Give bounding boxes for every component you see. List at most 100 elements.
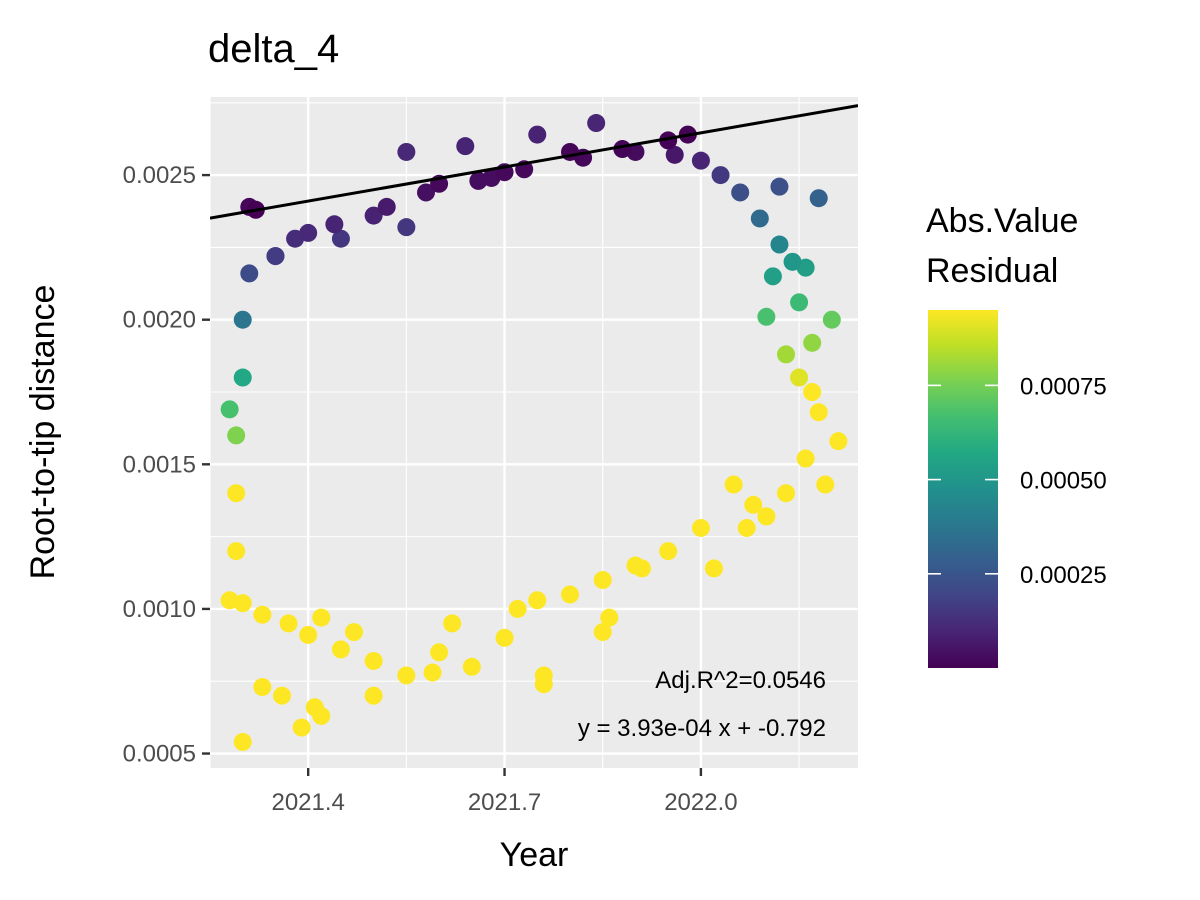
- data-point: [561, 585, 579, 604]
- data-point: [417, 183, 435, 202]
- y-axis: 0.0005 0.0010 0.0015 0.0020 0.0025: [123, 162, 210, 768]
- y-tick-label: 0.0015: [123, 451, 196, 478]
- data-point: [809, 189, 828, 208]
- data-point: [508, 599, 527, 618]
- data-point: [364, 651, 383, 670]
- data-point: [456, 137, 475, 156]
- chart-title: delta_4: [208, 27, 339, 71]
- data-point: [777, 345, 795, 364]
- colorbar-ticks: 0.00025 0.00050 0.00075: [928, 373, 1107, 589]
- data-point: [763, 267, 782, 286]
- data-point: [325, 215, 344, 234]
- data-point: [292, 718, 311, 737]
- data-point: [345, 623, 363, 642]
- data-point: [731, 183, 750, 202]
- data-point: [253, 605, 272, 624]
- data-point: [528, 591, 547, 610]
- colorbar-tick-label: 0.00075: [1020, 373, 1107, 400]
- data-point: [377, 197, 396, 216]
- data-point: [783, 252, 802, 271]
- data-point: [744, 495, 763, 514]
- plot-panel: [210, 97, 858, 768]
- legend-title-line1: Abs.Value: [926, 202, 1078, 240]
- x-tick-label: 2021.7: [468, 789, 541, 816]
- data-point: [790, 293, 809, 312]
- data-point: [364, 206, 383, 225]
- data-point: [495, 628, 514, 647]
- data-point: [809, 403, 828, 422]
- regression-line: [210, 104, 858, 220]
- data-point: [397, 218, 416, 237]
- data-point: [626, 556, 645, 575]
- y-tick-label: 0.0010: [123, 596, 196, 623]
- data-point: [233, 732, 252, 751]
- data-point: [724, 475, 743, 494]
- data-point: [227, 426, 246, 445]
- scatter-points: [220, 114, 848, 751]
- data-point: [757, 307, 776, 326]
- data-point: [829, 432, 848, 451]
- x-tick-label: 2022.0: [664, 789, 737, 816]
- data-point: [462, 657, 481, 676]
- data-point: [233, 368, 252, 387]
- data-point: [397, 666, 416, 685]
- data-point: [423, 663, 442, 682]
- data-point: [534, 666, 553, 685]
- x-tick-label: 2021.4: [271, 789, 344, 816]
- colorbar-tick-label: 0.00050: [1020, 468, 1107, 495]
- x-axis: 2021.4 2021.7 2022.0: [271, 768, 738, 816]
- data-point: [777, 484, 795, 503]
- data-point: [750, 209, 769, 228]
- equation-annotation: y = 3.93e-04 x + -0.792: [578, 715, 826, 742]
- y-tick-label: 0.0025: [123, 162, 196, 189]
- data-point: [331, 229, 350, 248]
- data-point: [273, 686, 291, 705]
- grid-major: [210, 97, 858, 768]
- data-point: [822, 310, 841, 329]
- data-point: [593, 571, 612, 590]
- colorbar: [928, 310, 998, 668]
- data-point: [561, 142, 579, 161]
- data-point: [299, 223, 318, 242]
- data-point: [233, 310, 252, 329]
- data-point: [331, 640, 350, 659]
- data-point: [737, 518, 756, 537]
- data-point: [227, 484, 246, 503]
- data-point: [266, 247, 285, 266]
- y-axis-title: Root-to-tip distance: [24, 285, 62, 580]
- data-point: [240, 264, 259, 283]
- data-point: [600, 608, 619, 627]
- data-point: [305, 698, 324, 717]
- grid-minor: [209, 97, 858, 768]
- r2-annotation: Adj.R^2=0.0546: [655, 667, 826, 694]
- data-point: [593, 623, 612, 642]
- data-point: [279, 614, 298, 633]
- data-point: [691, 151, 710, 170]
- y-tick-label: 0.0020: [123, 307, 196, 334]
- x-axis-title: Year: [500, 836, 569, 874]
- data-point: [220, 591, 239, 610]
- data-point: [220, 400, 239, 419]
- data-point: [816, 475, 835, 494]
- colorbar-tick-label: 0.00025: [1020, 562, 1107, 589]
- data-point: [364, 686, 383, 705]
- data-point: [253, 678, 272, 697]
- data-point: [803, 383, 822, 402]
- data-point: [711, 166, 730, 185]
- data-point: [528, 125, 547, 144]
- data-point: [665, 145, 684, 164]
- data-point: [443, 614, 462, 633]
- data-point: [659, 542, 678, 561]
- data-point: [299, 625, 318, 644]
- data-point: [659, 131, 678, 150]
- data-point: [705, 559, 723, 578]
- data-point: [397, 142, 416, 161]
- data-point: [227, 542, 246, 561]
- color-legend: Abs.Value Residual 0.00025 0.00050 0.00075: [926, 202, 1107, 668]
- data-point: [770, 177, 789, 196]
- data-point: [796, 449, 815, 468]
- data-point: [803, 333, 822, 352]
- data-point: [757, 507, 776, 526]
- y-tick-label: 0.0005: [123, 741, 196, 768]
